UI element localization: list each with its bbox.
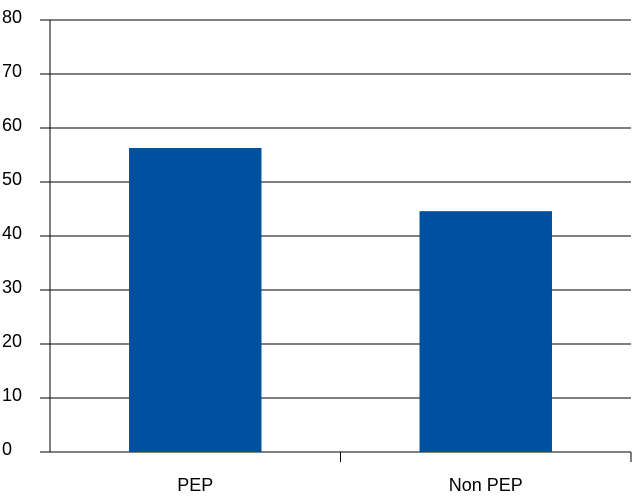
bar	[419, 211, 552, 452]
y-tick-label: 50	[2, 169, 22, 189]
x-tick-label: Non PEP	[449, 475, 523, 495]
y-tick-label: 60	[2, 115, 22, 135]
y-tick-label: 40	[2, 223, 22, 243]
y-tick-label: 80	[2, 7, 22, 27]
y-tick-label: 0	[2, 439, 12, 459]
y-tick-label: 70	[2, 61, 22, 81]
y-tick-label: 20	[2, 331, 22, 351]
x-tick-label: PEP	[177, 475, 213, 495]
y-tick-label: 30	[2, 277, 22, 297]
y-tick-label: 10	[2, 385, 22, 405]
bar	[129, 147, 262, 453]
